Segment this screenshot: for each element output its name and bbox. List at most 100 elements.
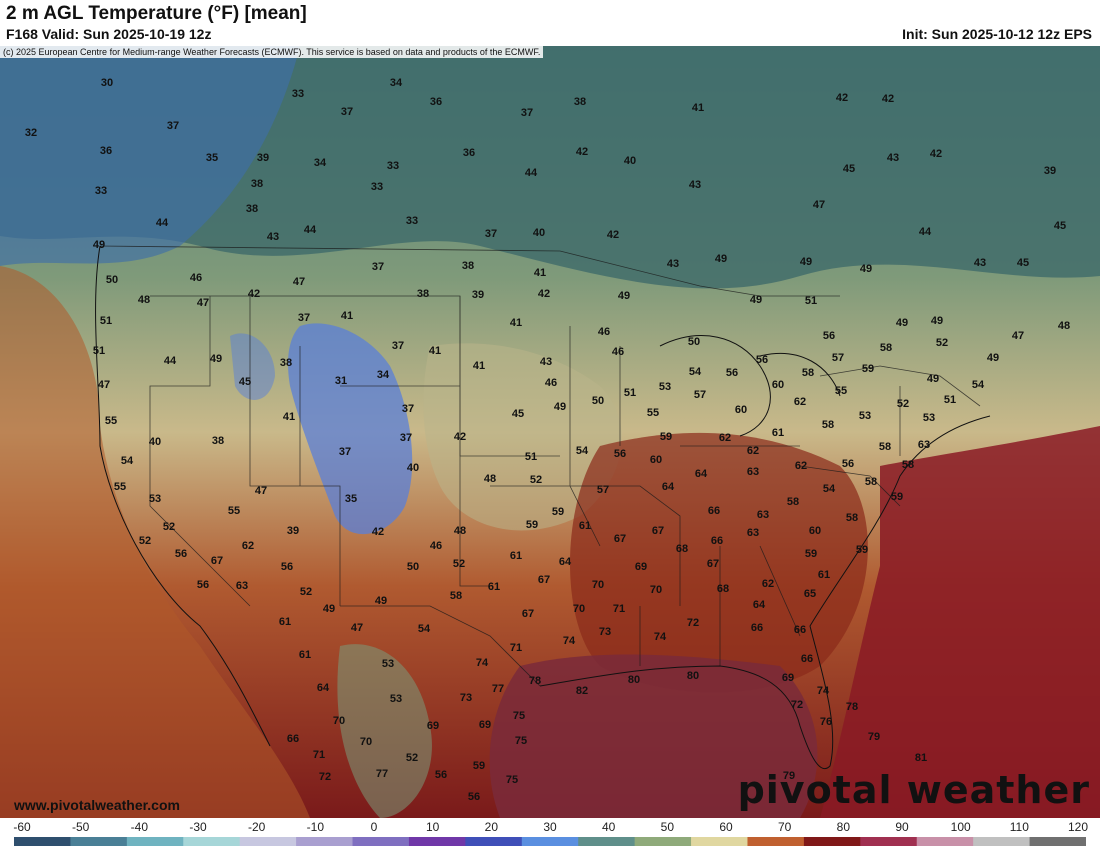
temperature-value: 70: [360, 736, 372, 748]
temperature-value: 58: [879, 441, 891, 453]
temperature-value: 59: [526, 519, 538, 531]
temperature-value: 37: [339, 446, 351, 458]
scale-label: 10: [425, 820, 440, 834]
temperature-value: 58: [880, 342, 892, 354]
mexico-highlands: [337, 644, 432, 818]
temperature-value: 70: [650, 584, 662, 596]
temperature-value: 79: [868, 731, 880, 743]
cold-region-rockies: [288, 323, 413, 535]
temperature-value: 40: [533, 227, 545, 239]
temperature-map[interactable]: 30 32 36 37 35 39 33 38 38 44 43 44 33 34 36 37 34 33 33 33…: [0, 46, 1100, 818]
temperature-value: 53: [390, 693, 402, 705]
temperature-value: 64: [695, 468, 708, 480]
temperature-value: 41: [429, 345, 441, 357]
temperature-value: 56: [614, 448, 626, 460]
temperature-value: 46: [598, 326, 610, 338]
temperature-value: 58: [822, 419, 834, 431]
temperature-value: 61: [579, 520, 591, 532]
temperature-value: 50: [106, 274, 118, 286]
temperature-value: 62: [719, 432, 731, 444]
header: 2 m AGL Temperature (°F) [mean] F168 Val…: [0, 0, 1100, 46]
temperature-value: 48: [454, 525, 466, 537]
temperature-value: 49: [931, 315, 943, 327]
scale-label: 120: [1067, 820, 1089, 834]
temperature-value: 74: [476, 657, 489, 669]
temperature-value: 74: [563, 635, 576, 647]
temperature-value: 72: [319, 771, 331, 783]
temperature-value: 52: [406, 752, 418, 764]
temperature-labels: 30 32 36 37 35 39 33 38 38 44 43 44 33 34 36 37 34 33 33 33…: [25, 77, 1070, 803]
temperature-value: 33: [406, 215, 418, 227]
temperature-value: 49: [554, 401, 566, 413]
temperature-value: 65: [804, 588, 816, 600]
temperature-value: 40: [149, 436, 161, 448]
temperature-value: 69: [635, 561, 647, 573]
temperature-value: 45: [843, 163, 855, 175]
temperature-value: 41: [534, 267, 546, 279]
temperature-value: 38: [251, 178, 263, 190]
warm-region-southeast: [570, 432, 868, 693]
temperature-value: 48: [138, 294, 150, 306]
temperature-value: 61: [299, 649, 311, 661]
pacific-ocean: [0, 266, 310, 818]
coastlines: [95, 245, 991, 769]
temperature-value: 30: [101, 77, 113, 89]
temperature-value: 58: [902, 459, 914, 471]
temperature-value: 41: [283, 411, 295, 423]
gulf-of-mexico: [489, 654, 818, 818]
temperature-value: 37: [341, 106, 353, 118]
scale-label: 30: [543, 820, 557, 834]
temperature-value: 56: [726, 367, 738, 379]
temperature-value: 56: [468, 791, 480, 803]
temperature-value: 49: [800, 256, 812, 268]
temperature-value: 34: [377, 369, 390, 381]
temperature-value: 54: [823, 483, 836, 495]
temperature-value: 62: [794, 396, 806, 408]
temperature-value: 40: [624, 155, 636, 167]
temperature-value: 37: [402, 403, 414, 415]
temperature-value: 49: [927, 373, 939, 385]
temperature-value: 80: [628, 674, 640, 686]
scale-label: 80: [836, 820, 851, 834]
temperature-value: 33: [387, 160, 399, 172]
temperature-value: 35: [345, 493, 357, 505]
temperature-value: 43: [267, 231, 279, 243]
scale-swatch: [578, 837, 636, 846]
temperature-value: 48: [1058, 320, 1070, 332]
temperature-value: 56: [281, 561, 293, 573]
temperature-value: 59: [805, 548, 817, 560]
init-time: Init: Sun 2025-10-12 12z EPS: [902, 26, 1092, 42]
valid-time: F168 Valid: Sun 2025-10-19 12z: [6, 26, 212, 42]
temperature-value: 66: [287, 733, 299, 745]
temperature-value: 36: [463, 147, 475, 159]
temperature-value: 46: [430, 540, 442, 552]
temperature-value: 61: [772, 427, 784, 439]
temperature-value: 55: [105, 415, 117, 427]
temperature-value: 70: [573, 603, 585, 615]
temperature-value: 50: [592, 395, 604, 407]
temperature-value: 47: [255, 485, 267, 497]
temperature-value: 43: [540, 356, 552, 368]
temperature-value: 57: [832, 352, 844, 364]
temperature-value: 43: [667, 258, 679, 270]
temperature-value: 75: [506, 774, 518, 786]
temperature-value: 68: [676, 543, 688, 555]
temperature-value: 63: [747, 527, 759, 539]
temperature-value: 47: [351, 622, 363, 634]
temperature-value: 41: [692, 102, 704, 114]
temperature-value: 46: [612, 346, 624, 358]
temperature-value: 57: [694, 389, 706, 401]
temperature-value: 79: [783, 770, 795, 782]
temperature-value: 57: [597, 484, 609, 496]
temperature-value: 51: [100, 315, 112, 327]
scale-label: -60: [13, 820, 31, 834]
temperature-value: 39: [257, 152, 269, 164]
temperature-value: 41: [341, 310, 353, 322]
temperature-value: 37: [167, 120, 179, 132]
temperature-value: 61: [510, 550, 522, 562]
temperature-value: 59: [473, 760, 485, 772]
temperature-value: 40: [407, 462, 419, 474]
temperature-value: 72: [687, 617, 699, 629]
temperature-value: 49: [210, 353, 222, 365]
scale-swatch: [352, 837, 410, 846]
